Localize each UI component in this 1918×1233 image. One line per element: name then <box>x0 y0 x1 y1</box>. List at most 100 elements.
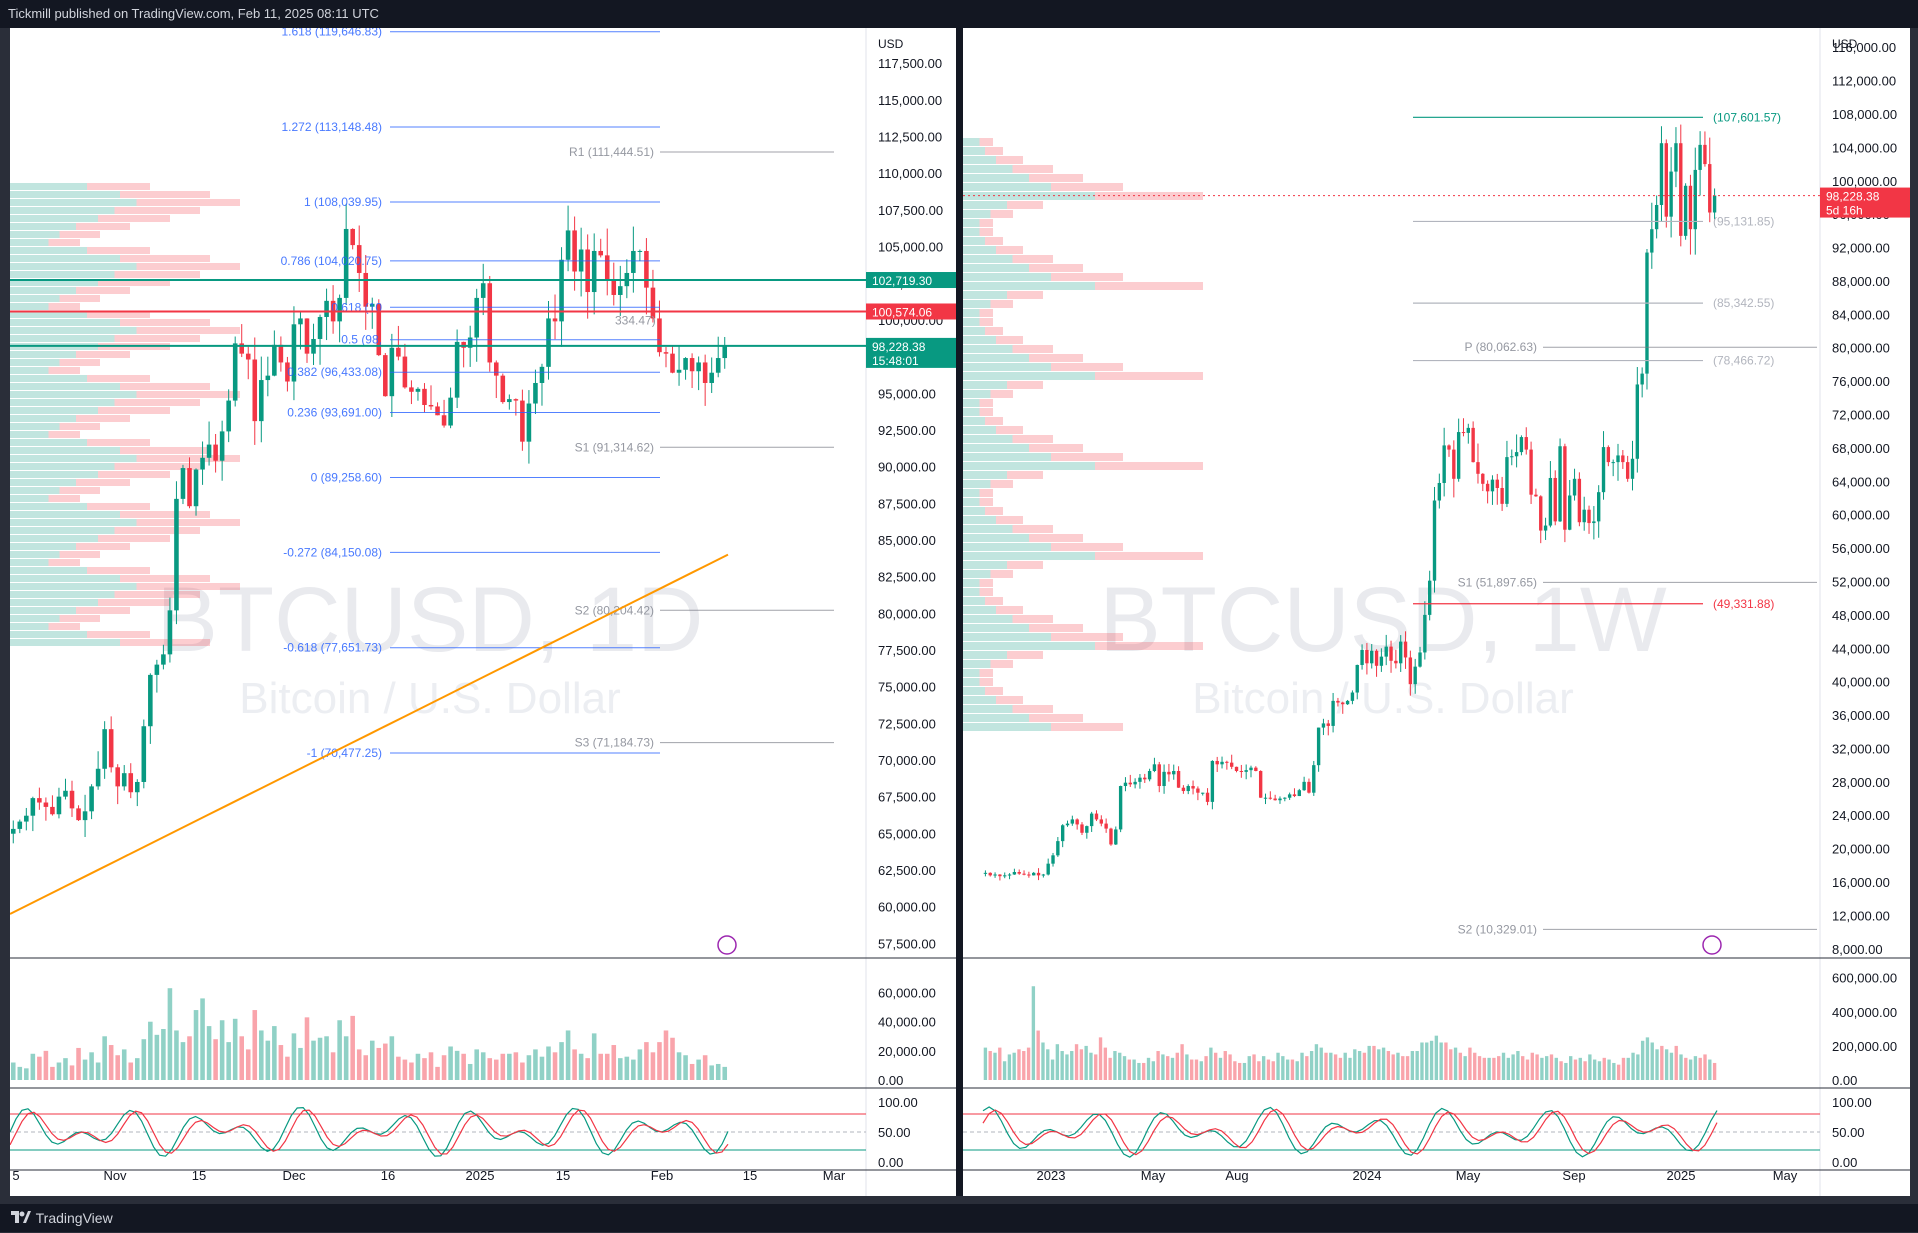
price-tag-label: 98,228.38 <box>1826 190 1880 204</box>
candle-body <box>983 872 988 874</box>
volume-bar <box>1017 1049 1021 1080</box>
volume-bar <box>1190 1059 1194 1080</box>
candle-body <box>1336 700 1340 703</box>
x-tick-label: 2023 <box>1037 1168 1066 1183</box>
candle-body <box>1679 143 1683 236</box>
volume-profile-bar <box>10 447 120 454</box>
brand-name: TradingView <box>35 1210 113 1226</box>
volume-bar <box>480 1052 486 1080</box>
volume-profile-bar <box>963 426 996 434</box>
candle-body <box>1201 792 1205 794</box>
volume-profile-bar <box>1029 264 1083 272</box>
volume-profile-bar <box>10 335 115 342</box>
y-tick-label: 92,500.00 <box>878 423 936 438</box>
candle-body <box>272 344 277 376</box>
candle-body <box>1099 819 1103 824</box>
volume-bar <box>102 1036 107 1080</box>
candle-body <box>604 255 610 281</box>
volume-bar <box>998 1047 1002 1080</box>
level-label: (78,466.72) <box>1713 354 1774 368</box>
volume-profile-bar <box>10 183 87 190</box>
daily-chart-panel[interactable]: BTCUSD, 1D Bitcoin / U.S. Dollar 117,500.0… <box>9 25 956 1196</box>
volume-bar <box>1252 1054 1256 1080</box>
panel-divider[interactable] <box>956 28 963 1196</box>
volume-bar <box>650 1052 656 1080</box>
volume-bar <box>259 1030 264 1080</box>
pivot-label: S1 (51,897.65) <box>1458 575 1537 589</box>
volume-bar <box>1324 1052 1328 1080</box>
volume-bar <box>983 1047 988 1080</box>
volume-profile-bar <box>10 191 120 198</box>
x-tick-label: Nov <box>103 1168 127 1183</box>
candle-body <box>128 773 134 793</box>
volume-bar <box>1698 1057 1702 1080</box>
pivot-label: S2 (80,204.42) <box>575 603 654 617</box>
candle-body <box>1408 657 1413 685</box>
x-tick-label: 5 <box>12 1168 19 1183</box>
volume-profile-bar <box>979 669 993 677</box>
volume-bar <box>1684 1057 1688 1080</box>
volume-profile-bar <box>963 534 1029 542</box>
volume-bar <box>1257 1061 1261 1080</box>
volume-profile-bar <box>963 399 980 407</box>
candle-body <box>546 318 551 367</box>
volume-bar <box>598 1053 604 1080</box>
volume-profile-bar <box>996 426 1023 434</box>
candle-body <box>1524 437 1528 450</box>
volume-bar <box>637 1049 643 1080</box>
subtitle-watermark: Bitcoin / U.S. Dollar <box>1192 674 1573 723</box>
volume-bar <box>1511 1054 1515 1080</box>
candle-body <box>1500 487 1504 504</box>
candle-body <box>252 359 258 422</box>
candle-body <box>1191 786 1195 789</box>
volume-profile-bar <box>963 354 1029 362</box>
volume-bar <box>670 1037 675 1080</box>
weekly-chart-panel[interactable]: BTCUSD, 1W Bitcoin / U.S. Dollar 116,000.0… <box>963 28 1910 1196</box>
volume-bar <box>1314 1044 1319 1080</box>
fib-level-label: 0 (89,258.60) <box>311 470 382 484</box>
volume-bar <box>1453 1047 1458 1080</box>
y-tick-label: 90,000.00 <box>878 460 936 475</box>
candle-body <box>513 399 519 401</box>
volume-profile-bar <box>10 375 87 382</box>
volume-bar <box>657 1042 662 1080</box>
volume-bar <box>1300 1052 1304 1080</box>
volume-bar <box>1223 1051 1227 1080</box>
volume-profile-bar <box>48 559 80 566</box>
volume-bar <box>1343 1052 1347 1080</box>
volume-profile-bar <box>136 391 240 398</box>
volume-profile-bar <box>963 489 980 497</box>
volume-bar <box>1645 1037 1650 1080</box>
candle-body <box>1258 770 1263 798</box>
volume-bar <box>1640 1040 1645 1080</box>
volume-profile-bar <box>48 239 80 246</box>
y-tick-label: 112,500.00 <box>878 130 942 145</box>
volume-bar <box>624 1056 630 1080</box>
candle-body <box>1138 777 1142 782</box>
candle-body <box>1263 797 1268 799</box>
volume-profile-bar <box>10 287 76 294</box>
moving-average-line <box>9 553 729 915</box>
candle-body <box>598 250 604 256</box>
candle-body <box>1089 813 1094 827</box>
volume-bar <box>526 1055 532 1080</box>
candle-body <box>572 230 577 272</box>
volume-profile-bar <box>990 300 1013 308</box>
volume-profile-bar <box>10 367 49 374</box>
tradingview-logo-icon[interactable] <box>10 1205 32 1233</box>
candle-body <box>689 358 695 372</box>
volume-profile-bar <box>10 263 137 270</box>
volume-bar <box>278 1045 284 1080</box>
volume-bar <box>1501 1052 1506 1080</box>
price-tag-box <box>866 337 956 368</box>
volume-bar <box>1540 1057 1544 1080</box>
volume-bar <box>585 1058 590 1080</box>
candle-body <box>1181 787 1186 792</box>
candle-body <box>337 297 342 322</box>
volume-profile-bar <box>98 471 170 478</box>
volume-profile-bar <box>963 381 1007 389</box>
volume-profile-bar <box>985 147 1003 155</box>
volume-tick-label: 400,000.00 <box>1832 1005 1897 1020</box>
